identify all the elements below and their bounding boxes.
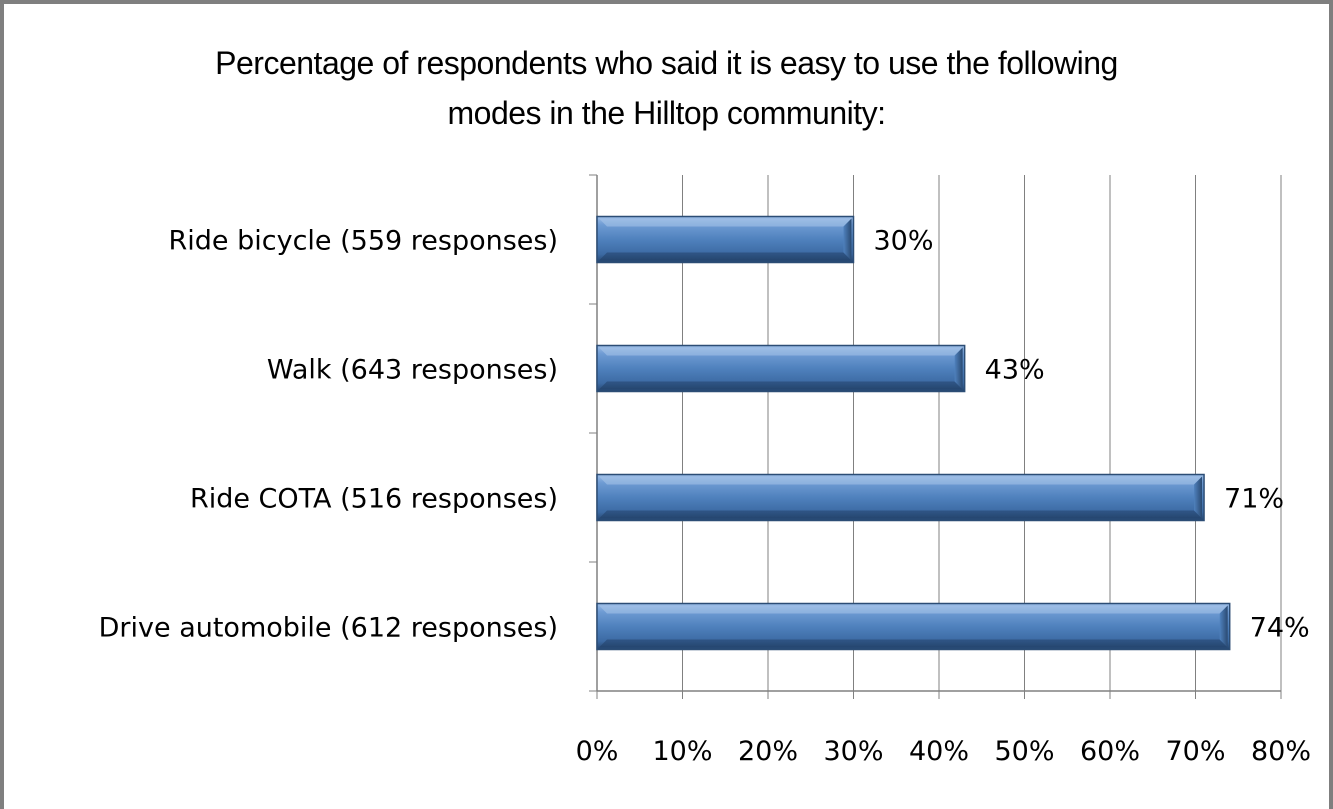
data-label: 30% bbox=[874, 226, 934, 257]
bars bbox=[596, 215, 1231, 651]
x-tick-label: 80% bbox=[1251, 736, 1311, 767]
bar-2 bbox=[596, 473, 1205, 522]
x-tick-label: 20% bbox=[738, 736, 798, 767]
bar-bevel-top bbox=[599, 605, 1228, 614]
bar-3 bbox=[596, 602, 1231, 651]
chart-title: Percentage of respondents who said it is… bbox=[0, 38, 1333, 138]
category-label: Walk (643 responses) bbox=[267, 355, 558, 386]
data-label: 71% bbox=[1224, 484, 1284, 515]
bar-bevel-bottom bbox=[599, 381, 963, 390]
data-label: 74% bbox=[1250, 613, 1310, 644]
bar-bevel-top bbox=[599, 347, 963, 356]
bar-bevel-bottom bbox=[599, 252, 852, 261]
bar-bevel-bottom bbox=[599, 510, 1203, 519]
x-tick-label: 30% bbox=[823, 736, 883, 767]
bar-bevel-bottom bbox=[599, 639, 1228, 648]
x-tick-label: 10% bbox=[652, 736, 712, 767]
bar-1 bbox=[596, 344, 966, 393]
bar-bevel-cap bbox=[843, 218, 852, 261]
data-label: 43% bbox=[985, 355, 1045, 386]
bar-bevel-cap bbox=[954, 347, 963, 390]
x-tick-label: 60% bbox=[1080, 736, 1140, 767]
bar-0 bbox=[596, 215, 855, 264]
chart-title-line-2: modes in the Hilltop community: bbox=[447, 95, 886, 131]
x-tick-label: 40% bbox=[909, 736, 969, 767]
category-label: Ride COTA (516 responses) bbox=[190, 484, 558, 515]
bar-bevel-top bbox=[599, 476, 1203, 485]
bar-bevel-top bbox=[599, 218, 852, 227]
category-label: Ride bicycle (559 responses) bbox=[169, 226, 558, 257]
bar-bevel-cap bbox=[1219, 605, 1228, 648]
category-label: Drive automobile (612 responses) bbox=[99, 613, 558, 644]
x-tick-label: 50% bbox=[994, 736, 1054, 767]
x-tick-label: 0% bbox=[576, 736, 619, 767]
labels: 0% 10% 20% 30% 40% 50% 60% 70% 80% Ride bicycle (… bbox=[99, 226, 1311, 768]
bar-bevel-cap bbox=[1194, 476, 1203, 519]
x-tick-label: 70% bbox=[1165, 736, 1225, 767]
chart-title-line-1: Percentage of respondents who said it is… bbox=[215, 45, 1118, 81]
